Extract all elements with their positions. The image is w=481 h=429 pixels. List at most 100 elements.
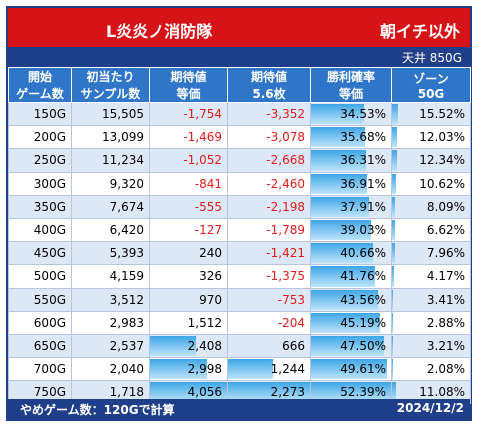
cell-value: 750G	[33, 385, 66, 400]
data-bar	[311, 382, 391, 403]
footer-band: やめゲーム数：120Gで計算 2024/12/2	[8, 399, 470, 419]
data-bar	[311, 289, 378, 310]
cell-samples: 2,537	[71, 333, 150, 359]
cell-ev-56: -2,668	[227, 148, 311, 173]
cell-value: 43.56%	[340, 292, 386, 307]
cell-value: 52.39%	[340, 385, 386, 400]
cell-value: 5,393	[109, 246, 144, 261]
data-bar	[392, 243, 396, 264]
cell-ev-56: -753	[227, 287, 311, 312]
cell-zone: 8.09%	[391, 194, 471, 219]
cell-start: 150G	[8, 101, 72, 127]
cell-win: 49.61%	[310, 357, 392, 382]
cell-ev-56: -1,375	[227, 264, 311, 289]
cell-win: 36.31%	[310, 148, 392, 173]
cell-value: 11,234	[102, 153, 144, 168]
cell-win: 39.03%	[310, 217, 392, 243]
cell-zone: 2.08%	[391, 357, 471, 382]
cell-ev-eq: -555	[149, 194, 228, 219]
data-bar	[392, 150, 397, 171]
cell-value: 550G	[33, 292, 66, 307]
cell-value: 7,674	[109, 199, 144, 214]
cell-value: 1,512	[187, 315, 222, 330]
cell-value: 1,244	[270, 362, 305, 377]
header-ev-equal: 期待値 等価	[149, 67, 228, 103]
cell-win: 34.53%	[310, 101, 392, 127]
cell-samples: 4,159	[71, 264, 150, 289]
data-bar	[228, 382, 310, 403]
cell-zone: 7.96%	[391, 241, 471, 266]
cell-value: -3,078	[266, 130, 305, 145]
cell-value: -2,668	[266, 153, 305, 168]
cell-value: 700G	[33, 362, 66, 377]
cell-value: 4.17%	[426, 269, 465, 284]
cell-start: 650G	[8, 333, 72, 359]
cell-start: 450G	[8, 241, 72, 266]
table-row: 200G 13,099 -1,469 -3,078 35.68% 12.03%	[8, 125, 471, 150]
cell-samples: 9,320	[71, 171, 150, 196]
cell-value: 300G	[33, 176, 66, 191]
ceiling-band: 天井 850G	[8, 47, 470, 67]
cell-value: -555	[194, 199, 222, 214]
cell-value: 150G	[33, 107, 66, 122]
cell-value: 40.66%	[340, 246, 386, 261]
data-bar	[392, 104, 399, 125]
cell-value: 500G	[33, 269, 66, 284]
data-bar	[392, 289, 394, 310]
footer-date: 2024/12/2	[396, 401, 464, 415]
data-bar	[150, 335, 196, 357]
cell-value: 200G	[33, 130, 66, 145]
data-bar	[311, 266, 375, 287]
cell-value: 35.68%	[340, 130, 386, 145]
cell-value: 600G	[33, 315, 66, 330]
cell-value: 8.09%	[426, 199, 465, 214]
cell-start: 250G	[8, 148, 72, 173]
cell-value: 12.03%	[419, 130, 465, 145]
cell-value: 250G	[33, 153, 66, 168]
cell-samples: 2,040	[71, 357, 150, 382]
data-bar	[311, 359, 387, 380]
cell-value: 9,320	[109, 176, 144, 191]
table-row: 300G 9,320 -841 -2,460 36.91% 10.62%	[8, 171, 471, 196]
data-bar	[311, 335, 384, 357]
cell-value: 10.62%	[419, 176, 465, 191]
cell-value: 350G	[33, 199, 66, 214]
cell-start: 300G	[8, 171, 72, 196]
table-row: 550G 3,512 970 -753 43.56% 3.41%	[8, 287, 471, 312]
cell-value: -841	[194, 176, 222, 191]
cell-zone: 3.21%	[391, 333, 471, 359]
cell-ev-56: 1,244	[227, 357, 311, 382]
cell-value: -1,754	[183, 107, 222, 122]
cell-ev-eq: -127	[149, 217, 228, 243]
cell-ev-eq: 2,998	[149, 357, 228, 382]
cell-value: -1,469	[183, 130, 222, 145]
data-bar	[311, 173, 368, 194]
cell-value: 49.61%	[340, 362, 386, 377]
cell-ev-56: -2,460	[227, 171, 311, 196]
cell-ev-56: -2,198	[227, 194, 311, 219]
table-row: 450G 5,393 240 -1,421 40.66% 7.96%	[8, 241, 471, 266]
cell-zone: 2.88%	[391, 310, 471, 335]
cell-zone: 12.03%	[391, 125, 471, 150]
cell-value: -1,375	[266, 269, 305, 284]
cell-value: -1,421	[266, 246, 305, 261]
data-bar	[392, 266, 394, 287]
cell-value: -204	[277, 315, 305, 330]
cell-value: 36.31%	[340, 153, 386, 168]
cell-value: 970	[199, 292, 222, 307]
header-ev-5-6: 期待値 5.6枚	[227, 67, 311, 103]
cell-ev-eq: 1,512	[149, 310, 228, 335]
header-zone: ゾーン 50G	[391, 67, 471, 103]
cell-start: 700G	[8, 357, 72, 382]
cell-value: 13,099	[102, 130, 144, 145]
cell-ev-eq: -1,052	[149, 148, 228, 173]
cell-value: 400G	[33, 223, 66, 238]
header-start: 開始 ゲーム数	[8, 67, 72, 103]
cell-ev-eq: -1,754	[149, 101, 228, 127]
cell-value: -753	[277, 292, 305, 307]
cell-zone: 6.62%	[391, 217, 471, 243]
cell-samples: 13,099	[71, 125, 150, 150]
cell-ev-56: 666	[227, 333, 311, 359]
cell-value: 3,512	[109, 292, 144, 307]
cell-ev-56: -1,789	[227, 217, 311, 243]
